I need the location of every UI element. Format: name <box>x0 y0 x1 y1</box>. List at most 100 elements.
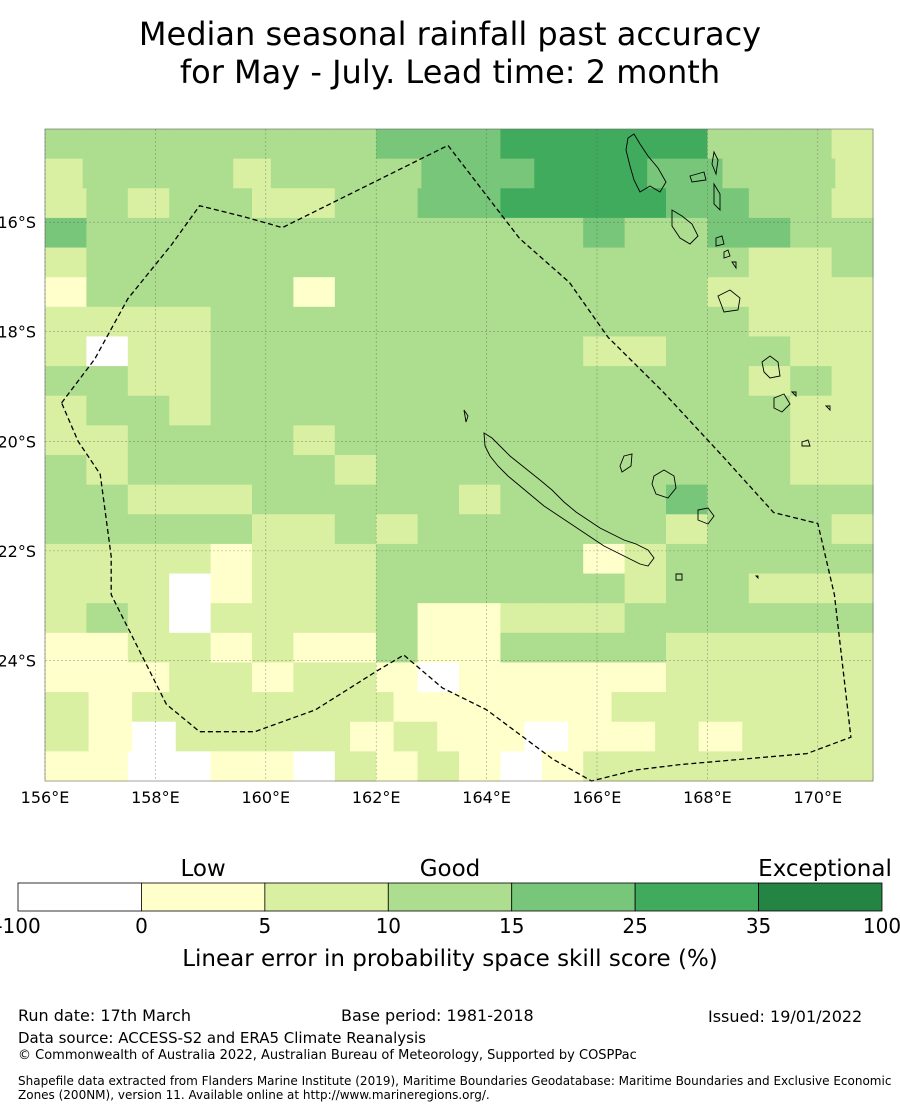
x-tick-label: 160°E <box>241 788 290 807</box>
skill-cell <box>831 425 874 456</box>
small-island <box>723 249 731 259</box>
skill-cell <box>459 573 501 604</box>
colorbar-tick-label: 100 <box>863 914 900 938</box>
skill-cell <box>722 158 761 189</box>
skill-cell <box>86 455 129 486</box>
skill-cell <box>541 277 584 308</box>
skill-cell <box>666 543 708 575</box>
ouvea-island <box>619 453 633 473</box>
y-tick-label: 20°S <box>0 432 36 451</box>
skill-cell <box>624 395 667 426</box>
skill-cell <box>252 277 294 308</box>
shapefile-credit-line-2: Zones (200NM), version 11. Available onl… <box>18 1088 490 1102</box>
skill-cell <box>210 217 253 249</box>
colorbar-tick-label: 10 <box>376 914 401 938</box>
skill-cell <box>252 543 294 575</box>
skill-cell <box>45 455 87 486</box>
skill-cell <box>666 632 708 664</box>
skill-cell <box>45 336 87 367</box>
skill-cell <box>252 336 294 367</box>
skill-cell <box>583 188 626 219</box>
skill-cell <box>459 336 501 367</box>
skill-cell <box>252 306 294 338</box>
skill-cell <box>252 751 294 782</box>
skill-cell <box>127 336 170 367</box>
skill-cell <box>707 395 750 426</box>
skill-cell <box>210 395 253 426</box>
skill-cell <box>748 632 791 664</box>
skill-cell <box>624 455 667 486</box>
skill-cell <box>541 632 584 664</box>
legend-category-label: Good <box>420 856 481 882</box>
skill-cell <box>169 336 212 367</box>
skill-cell <box>169 277 212 308</box>
skill-cell <box>583 543 626 575</box>
skill-cell <box>210 514 253 545</box>
x-tick-label: 170°E <box>793 788 842 807</box>
skill-cell <box>262 692 308 723</box>
skill-cell <box>169 662 212 693</box>
skill-cell <box>417 188 460 219</box>
skill-cell <box>459 129 501 160</box>
skill-cell <box>790 247 833 278</box>
skill-cell <box>210 277 253 308</box>
data-source: Data source: ACCESS-S2 and ERA5 Climate … <box>18 1029 426 1047</box>
skill-cell <box>210 247 253 278</box>
legend-category-labels: Low Good Exceptional <box>180 856 891 882</box>
skill-cell <box>459 751 501 782</box>
skill-cell <box>210 662 253 693</box>
skill-cell <box>169 366 212 397</box>
skill-cell <box>169 395 212 426</box>
skill-cell <box>293 217 336 249</box>
y-tick-label: 16°S <box>0 213 36 232</box>
skill-cell <box>707 277 750 308</box>
skill-cell <box>169 543 212 575</box>
skill-cell <box>666 484 708 515</box>
skill-cell <box>459 455 501 486</box>
skill-cell <box>86 751 129 782</box>
skill-cell <box>748 514 791 545</box>
skill-cell <box>748 603 791 634</box>
skill-cell <box>45 751 87 782</box>
skill-cell <box>831 336 874 367</box>
skill-cell <box>480 721 525 752</box>
skill-cell <box>666 603 708 634</box>
skill-cell <box>210 336 253 367</box>
skill-cell <box>308 158 347 189</box>
skill-cell <box>127 573 170 604</box>
skill-cell <box>666 573 708 604</box>
skill-cell <box>350 692 395 723</box>
y-tick-label: 22°S <box>0 542 36 561</box>
skill-cell <box>252 573 294 604</box>
skill-cell <box>127 188 170 219</box>
skill-cell <box>334 336 377 367</box>
colorbar-tick-label: 15 <box>499 914 524 938</box>
skill-cell <box>293 455 336 486</box>
skill-cell <box>86 129 129 160</box>
skill-cell <box>459 603 501 634</box>
skill-cell <box>666 217 708 249</box>
skill-cell <box>748 306 791 338</box>
skill-cell <box>831 306 874 338</box>
skill-cell <box>742 721 787 752</box>
skill-cell <box>376 247 419 278</box>
skill-cell <box>785 721 831 752</box>
skill-cell <box>45 662 87 693</box>
skill-cell <box>417 247 460 278</box>
skill-cell <box>459 632 501 664</box>
skill-cell <box>293 603 336 634</box>
skill-cell <box>334 277 377 308</box>
skill-cell <box>624 514 667 545</box>
skill-cell <box>500 425 543 456</box>
skill-cell <box>233 158 272 189</box>
skill-cell <box>707 129 750 160</box>
skill-cell <box>417 573 460 604</box>
isle-of-pines <box>675 573 683 581</box>
skill-cell <box>169 129 212 160</box>
skill-cell <box>500 514 543 545</box>
skill-cell <box>293 662 336 693</box>
skill-cell <box>417 306 460 338</box>
skill-cell <box>624 217 667 249</box>
espiritu-santo-island <box>625 133 667 193</box>
skill-cell <box>376 514 419 545</box>
